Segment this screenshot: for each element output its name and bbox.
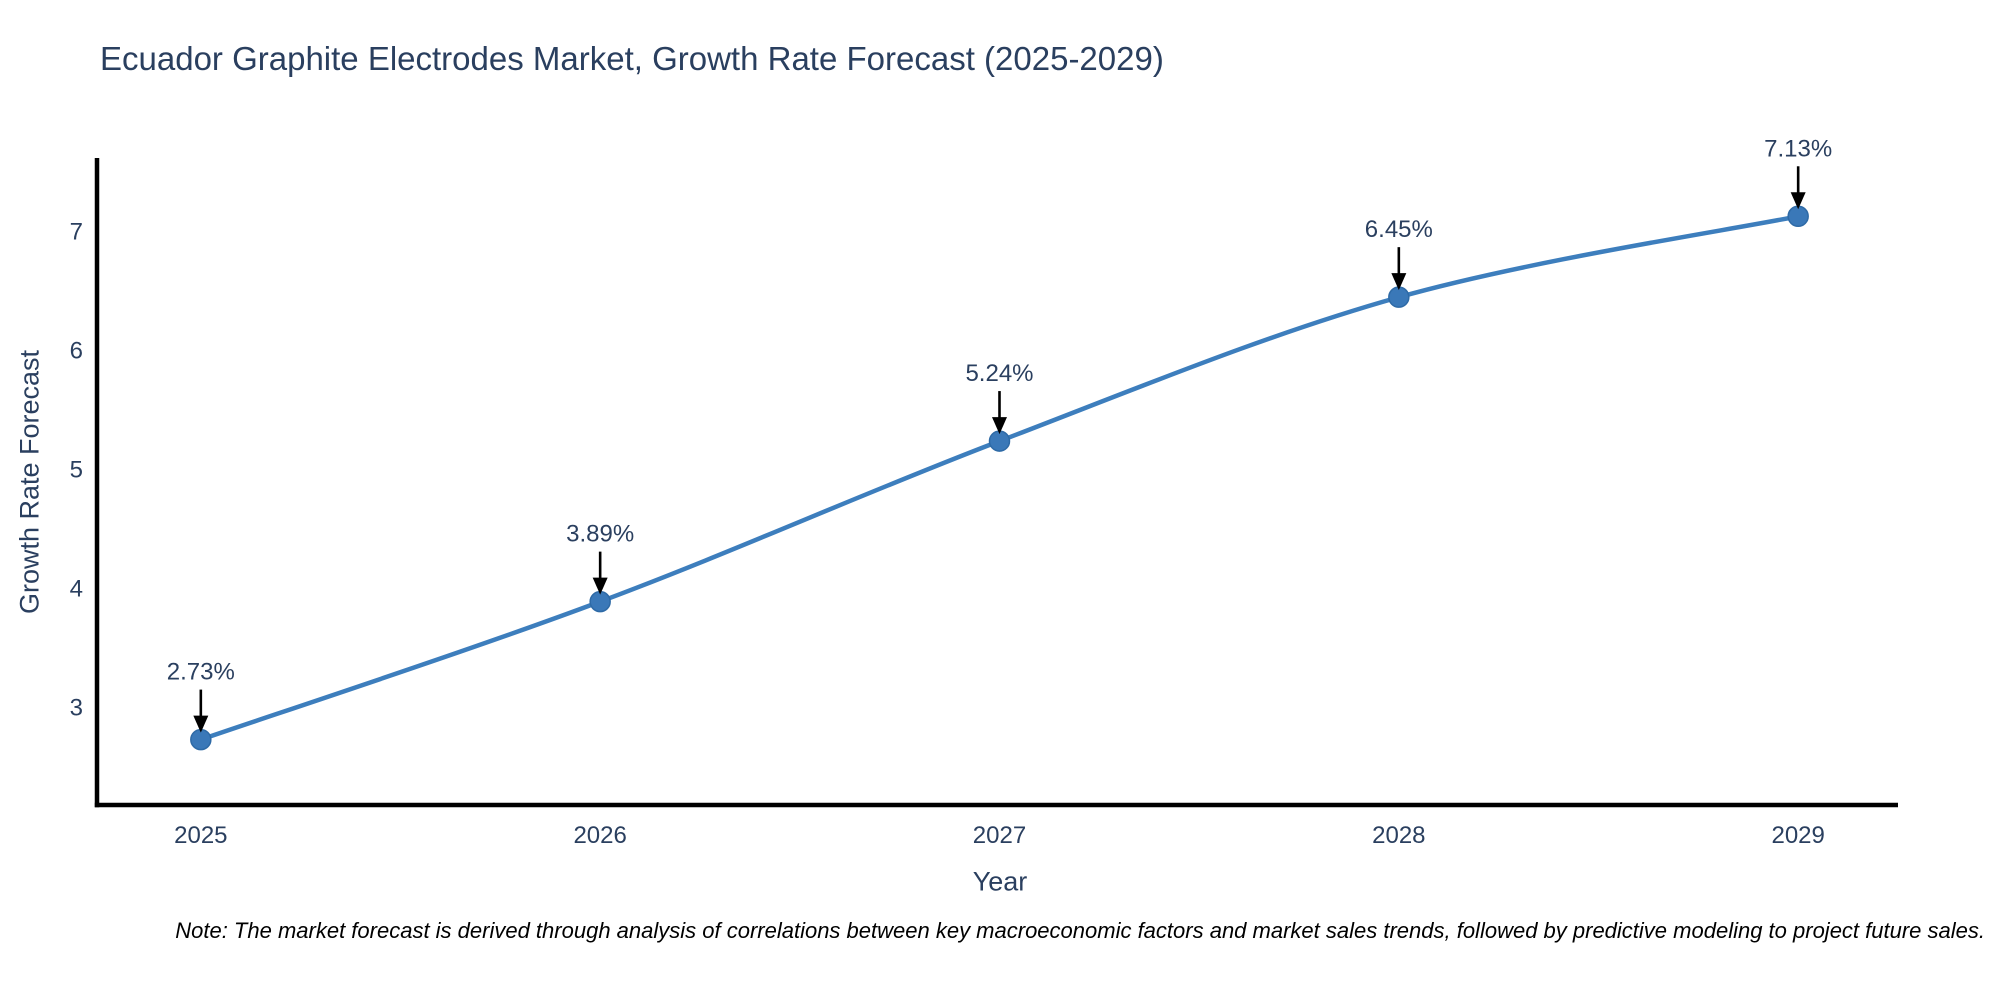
x-axis-title: Year	[972, 866, 1028, 897]
y-tick-label: 6	[70, 338, 83, 365]
y-tick-label: 4	[70, 576, 83, 603]
point-value-label: 5.24%	[965, 360, 1033, 387]
annotation-arrowhead-icon	[592, 577, 608, 595]
point-value-label: 6.45%	[1365, 216, 1433, 243]
x-tick-label: 2029	[1771, 822, 1824, 849]
x-tick-label: 2026	[573, 822, 626, 849]
point-value-label: 3.89%	[566, 521, 634, 548]
y-tick-label: 7	[70, 219, 83, 246]
forecast-line	[198, 214, 1801, 742]
footnote: Note: The market forecast is derived thr…	[175, 918, 1985, 943]
annotation-arrowhead-icon	[1790, 192, 1806, 210]
x-tick-label: 2028	[1372, 822, 1425, 849]
x-tick-label: 2027	[973, 822, 1026, 849]
point-value-label: 2.73%	[167, 659, 235, 686]
annotation-arrowhead-icon	[193, 715, 209, 733]
y-tick-label: 5	[70, 457, 83, 484]
chart-title: Ecuador Graphite Electrodes Market, Grow…	[100, 40, 1164, 77]
point-value-label: 7.13%	[1764, 135, 1832, 162]
annotation-arrowhead-icon	[991, 417, 1007, 435]
x-tick-label: 2025	[174, 822, 227, 849]
y-tick-label: 3	[70, 694, 83, 721]
annotation-arrowhead-icon	[1391, 273, 1407, 291]
y-axis-title: Growth Rate Forecast	[14, 349, 45, 615]
